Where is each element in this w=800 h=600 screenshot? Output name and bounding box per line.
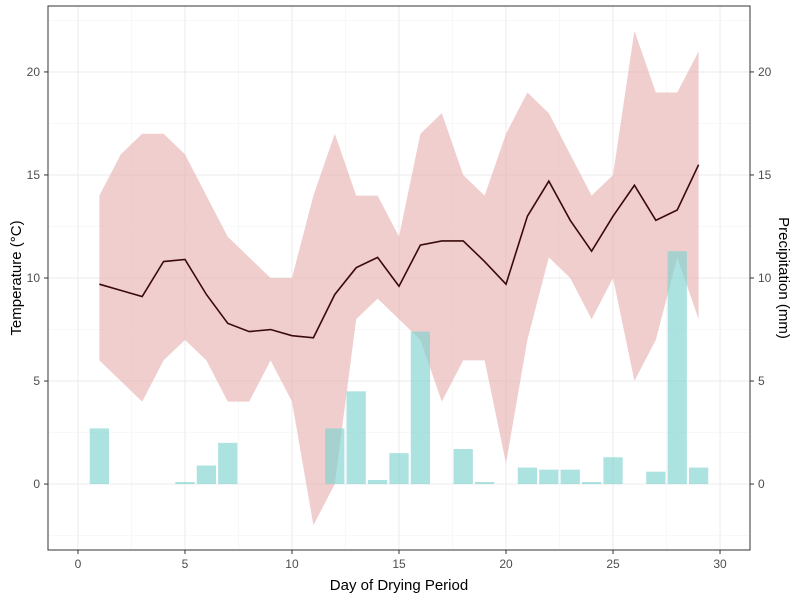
y-left-tick-label: 20 [27,65,41,79]
x-tick-label: 10 [285,557,299,571]
temperature-mean-line-group [99,164,700,339]
y-left-tick-label: 5 [33,374,40,388]
y-right-tick-label: 0 [758,477,765,491]
y-right-tick-label: 15 [758,168,772,182]
precipitation-bars [89,251,709,485]
precipitation-bar [539,469,559,485]
temperature-range-band [99,30,699,526]
x-tick-label: 5 [182,557,189,571]
precipitation-bar [410,331,431,485]
precipitation-bar [581,482,602,485]
temperature-mean-line [99,164,700,339]
y-left-tick-label: 10 [27,271,41,285]
precipitation-bar [603,457,623,485]
precipitation-bar [346,391,366,485]
y-left-tick-label: 15 [27,168,41,182]
axes: 0 5 10 15 20 25 30 0 5 10 15 20 0 5 10 15 20 [27,65,772,571]
precipitation-bar [474,482,495,485]
precipitation-bar [517,467,538,485]
y-right-tick-label: 10 [758,271,772,285]
y-right-tick-label: 5 [758,374,765,388]
precipitation-bar [175,482,195,485]
precipitation-bar [689,467,709,485]
y-axis-right-title: Precipitation (mm) [775,217,792,339]
precipitation-bar [646,471,666,485]
y-axis-left-title: Temperature (°C) [8,220,25,335]
y-left-tick-label: 0 [33,477,40,491]
x-tick-label: 0 [75,557,82,571]
x-tick-label: 25 [606,557,620,571]
temperature-range-area [99,30,699,526]
precipitation-bar [560,469,580,485]
precipitation-bar [453,449,473,485]
precipitation-bar [367,479,388,485]
precipitation-bar [196,465,217,485]
x-tick-label: 30 [713,557,727,571]
y-right-tick-label: 20 [758,65,772,79]
precipitation-bar [218,442,238,485]
precipitation-bar [389,453,409,485]
x-tick-label: 20 [499,557,513,571]
precipitation-bar [325,428,345,485]
x-tick-label: 15 [392,557,406,571]
precipitation-bar [89,428,109,485]
precipitation-bar [667,251,687,485]
x-axis-title: Day of Drying Period [330,577,468,594]
